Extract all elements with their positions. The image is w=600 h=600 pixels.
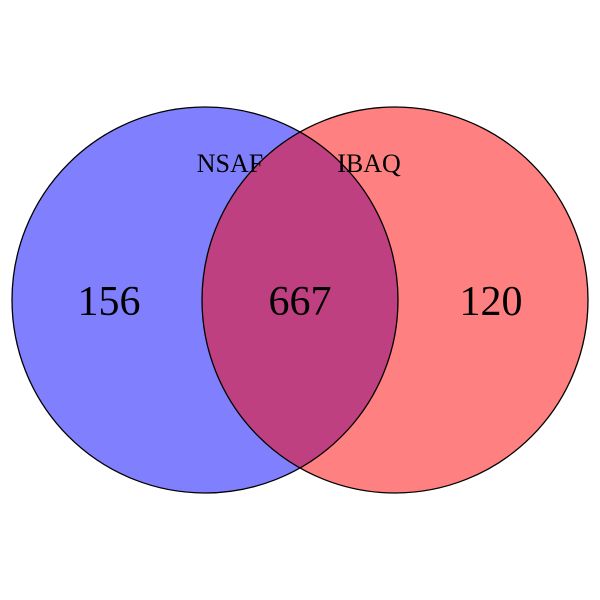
nsaf-only-count: 156 — [78, 279, 141, 325]
nsaf-circle-outline — [11, 106, 399, 494]
nsaf-set-label: NSAF — [197, 149, 263, 178]
ibaq-circle-outline — [201, 106, 589, 494]
ibaq-set-label: IBAQ — [337, 149, 401, 178]
overlap-region — [202, 107, 398, 493]
overlap-count: 667 — [269, 279, 332, 325]
ibaq-only-count: 120 — [460, 279, 523, 325]
